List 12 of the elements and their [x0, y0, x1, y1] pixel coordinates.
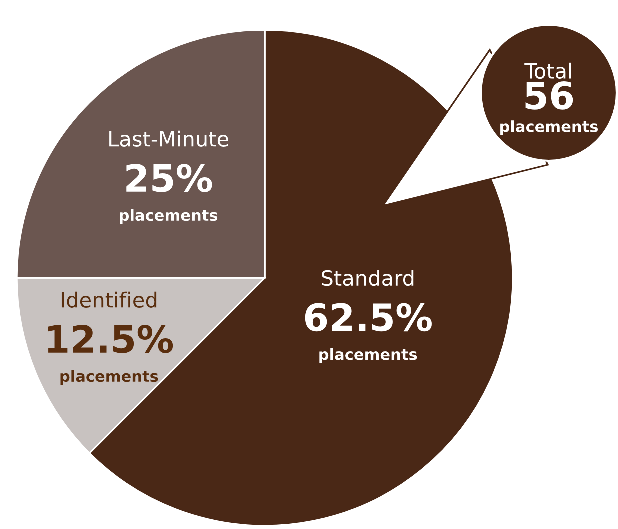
text: placements — [320, 348, 418, 364]
slice-label: Standard — [322, 270, 414, 286]
text: placements — [500, 120, 598, 136]
data-label: 12.5% — [48, 325, 174, 354]
text: placements — [60, 370, 158, 386]
slice-label: Identified — [62, 292, 157, 308]
data-label: 62.5% — [305, 303, 432, 332]
text: Total — [524, 62, 572, 80]
slice-label: Last-Minute — [110, 130, 228, 147]
text: 56 — [526, 82, 574, 110]
text: placements — [120, 209, 218, 224]
data-label: 25% — [126, 164, 212, 192]
